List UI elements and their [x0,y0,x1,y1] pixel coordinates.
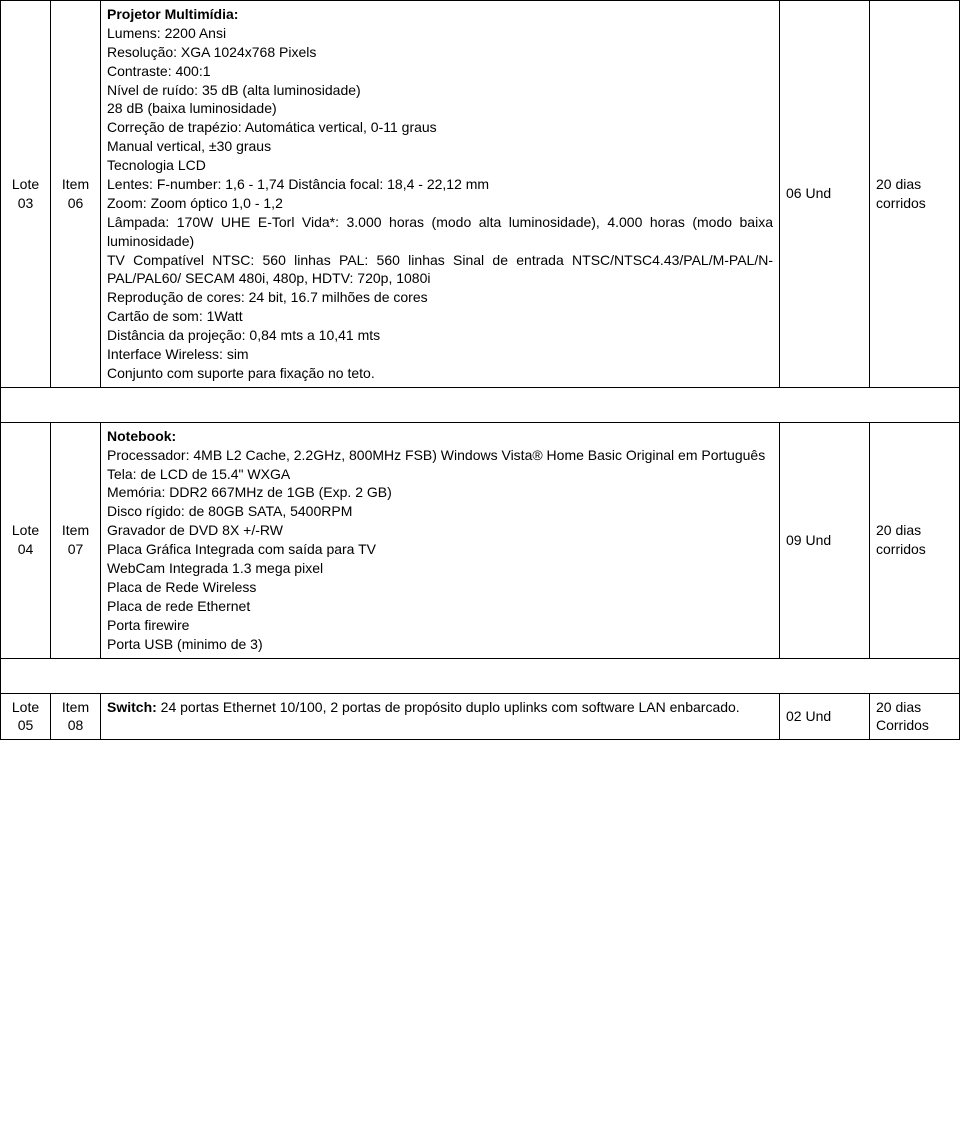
spec-title-rest: 24 portas Ethernet 10/100, 2 portas de p… [157,699,740,715]
spec-line: Distância da projeção: 0,84 mts a 10,41 … [107,327,380,343]
spec-line: TV Compatível NTSC: 560 linhas PAL: 560 … [107,252,773,287]
item-cell: Item 06 [51,1,101,388]
spec-line: Reprodução de cores: 24 bit, 16.7 milhõe… [107,289,428,305]
spec-line: Placa de rede Ethernet [107,598,250,614]
lote-num: 03 [18,195,34,211]
spacer [1,658,960,693]
spec-line: Correção de trapézio: Automática vertica… [107,119,437,135]
item-label: Item [62,522,89,538]
qty-cell: 06 Und [780,1,870,388]
description-cell: Projetor Multimídia: Lumens: 2200 Ansi R… [101,1,780,388]
description-cell: Notebook: Processador: 4MB L2 Cache, 2.2… [101,422,780,658]
qty-value: 06 Und [786,185,831,201]
spec-line: Cartão de som: 1Watt [107,308,243,324]
item-cell: Item 07 [51,422,101,658]
spec-line: Zoom: Zoom óptico 1,0 - 1,2 [107,195,283,211]
spec-title: Projetor Multimídia: [107,6,238,22]
spec-line: Tecnologia LCD [107,157,206,173]
days-line2: corridos [876,195,926,211]
spec-line: Lâmpada: 170W UHE E-Torl Vida*: 3.000 ho… [107,214,773,249]
spec-line: Lentes: F-number: 1,6 - 1,74 Distância f… [107,176,489,192]
spec-line: Interface Wireless: sim [107,346,249,362]
days-line1: 20 dias [876,699,921,715]
spec-line: Processador: 4MB L2 Cache, 2.2GHz, 800MH… [107,447,765,463]
page: Lote 03 Item 06 Projetor Multimídia: Lum… [0,0,960,740]
qty-value: 02 Und [786,708,831,724]
item-label: Item [62,699,89,715]
spacer-row [1,387,960,422]
spec-line: Lumens: 2200 Ansi [107,25,226,41]
days-cell: 20 dias Corridos [870,693,960,740]
item-num: 07 [68,541,84,557]
lote-cell: Lote 04 [1,422,51,658]
spec-line: Manual vertical, ±30 graus [107,138,271,154]
spec-title: Switch: [107,699,157,715]
spec-line: Contraste: 400:1 [107,63,211,79]
description-cell: Switch: 24 portas Ethernet 10/100, 2 por… [101,693,780,740]
spec-line: 28 dB (baixa luminosidade) [107,100,277,116]
table-row: Lote 03 Item 06 Projetor Multimídia: Lum… [1,1,960,388]
table-row: Lote 04 Item 07 Notebook: Processador: 4… [1,422,960,658]
spec-line: Placa de Rede Wireless [107,579,256,595]
spacer-row [1,658,960,693]
spec-line: Memória: DDR2 667MHz de 1GB (Exp. 2 GB) [107,484,392,500]
days-line1: 20 dias [876,176,921,192]
lote-cell: Lote 03 [1,1,51,388]
spec-table: Lote 03 Item 06 Projetor Multimídia: Lum… [0,0,960,740]
spec-title: Notebook: [107,428,176,444]
spec-line: WebCam Integrada 1.3 mega pixel [107,560,323,576]
days-line1: 20 dias [876,522,921,538]
days-line2: Corridos [876,717,929,733]
lote-num: 04 [18,541,34,557]
lote-cell: Lote 05 [1,693,51,740]
spec-line: Placa Gráfica Integrada com saída para T… [107,541,376,557]
item-num: 08 [68,717,84,733]
spec-line: Porta firewire [107,617,189,633]
spec-line: Resolução: XGA 1024x768 Pixels [107,44,316,60]
item-num: 06 [68,195,84,211]
spec-line: Conjunto com suporte para fixação no tet… [107,365,375,381]
item-label: Item [62,176,89,192]
lote-label: Lote [12,522,39,538]
spec-line: Gravador de DVD 8X +/-RW [107,522,283,538]
lote-label: Lote [12,176,39,192]
spec-line: Nível de ruído: 35 dB (alta luminosidade… [107,82,361,98]
qty-cell: 09 Und [780,422,870,658]
days-line2: corridos [876,541,926,557]
qty-value: 09 Und [786,532,831,548]
item-cell: Item 08 [51,693,101,740]
table-row: Lote 05 Item 08 Switch: 24 portas Ethern… [1,693,960,740]
spec-line: Porta USB (minimo de 3) [107,636,263,652]
days-cell: 20 dias corridos [870,1,960,388]
lote-label: Lote [12,699,39,715]
spacer [1,387,960,422]
lote-num: 05 [18,717,34,733]
spec-line: Disco rígido: de 80GB SATA, 5400RPM [107,503,352,519]
spec-line: Tela: de LCD de 15.4" WXGA [107,466,290,482]
qty-cell: 02 Und [780,693,870,740]
days-cell: 20 dias corridos [870,422,960,658]
